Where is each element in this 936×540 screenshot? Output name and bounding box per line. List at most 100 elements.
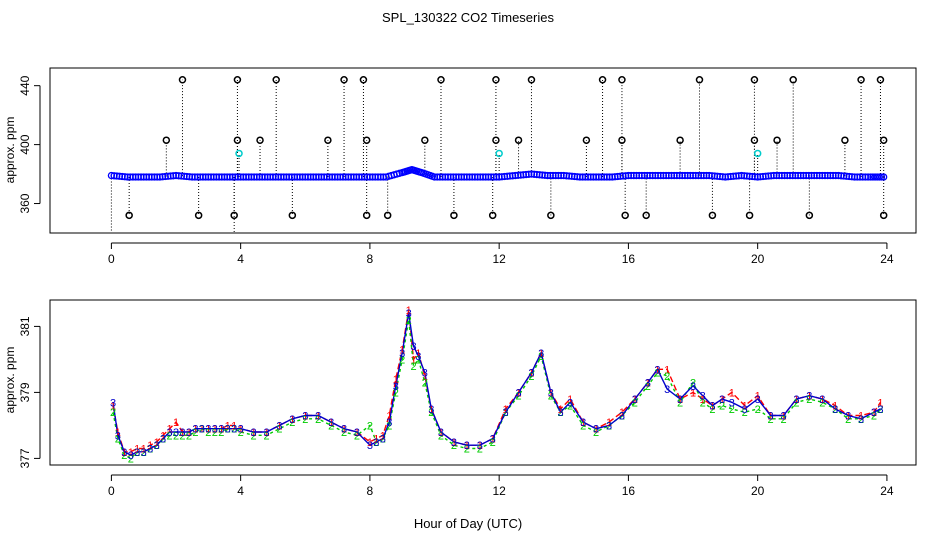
- series-2-point-label: 2: [428, 407, 434, 419]
- series-3-point-label: 3: [302, 411, 308, 423]
- series-2-point-label: 2: [700, 397, 706, 409]
- series-1-point-label: 1: [877, 397, 883, 409]
- series-1-point-label: 1: [422, 371, 428, 383]
- series-3-point-label: 3: [464, 440, 470, 452]
- upper-point: [857, 76, 865, 84]
- series-1-point-label: 1: [386, 411, 392, 423]
- series-3-point-label: 3: [557, 407, 563, 419]
- upper-point: [598, 76, 607, 84]
- top-x-axis: 0 4 8 12 16 20 24: [108, 242, 894, 266]
- series-1-point-label: 1: [793, 394, 799, 406]
- series-1-point-label: 1: [515, 387, 521, 399]
- series-2-point-label: 2: [729, 404, 735, 416]
- top-plot-frame: [49, 67, 917, 234]
- series-1-point-label: 1: [199, 424, 205, 436]
- series-3-point-label: 3: [173, 427, 179, 439]
- series-3-point-label: 3: [645, 378, 651, 390]
- series-3-point-label: 3: [515, 387, 521, 399]
- x-tick-label: 16: [622, 252, 636, 266]
- series-3-point-label: 3: [858, 414, 864, 426]
- series-1-point-label: 1: [645, 378, 651, 390]
- series-2-point-label: 2: [793, 397, 799, 409]
- series-3-point-label: 3: [415, 351, 421, 363]
- series-2-point-label: 2: [238, 427, 244, 439]
- series-2-point-label: 2: [415, 354, 421, 366]
- series-1-point-label: 1: [154, 437, 160, 449]
- series-2-point-label: 2: [606, 420, 612, 432]
- series-2-point-label: 2: [212, 427, 218, 439]
- series-3-point-label: 3: [593, 424, 599, 436]
- series-2-point-label: 2: [645, 381, 651, 393]
- mid_upper-point: [256, 136, 264, 144]
- series-2-point-label: 2: [166, 430, 172, 442]
- series-2-point-label: 2: [858, 414, 864, 426]
- series-3-line: [112, 313, 881, 456]
- bottom-y-axis-label: approx. ppm: [3, 347, 17, 414]
- series-1-point-label: 1: [477, 440, 483, 452]
- series-2-point-label: 2: [567, 401, 573, 413]
- series-1-point-label: 1: [567, 394, 573, 406]
- x-tick-label: 8: [367, 252, 374, 266]
- series-2-point-label: 2: [406, 315, 412, 327]
- series-2-point-label: 2: [225, 424, 231, 436]
- figure-title: SPL_130322 CO2 Timeseries: [382, 10, 554, 25]
- series-2-point-label: 2: [199, 424, 205, 436]
- series-3-point-label: 3: [528, 368, 534, 380]
- top-y-axis-label: approx. ppm: [3, 117, 17, 184]
- series-3-point-label: 3: [438, 427, 444, 439]
- series-1-point-label: 1: [845, 411, 851, 423]
- series-3-point-label: 3: [567, 397, 573, 409]
- top-y-axis: 360 400 440: [18, 75, 41, 214]
- mid_upper-point: [324, 136, 332, 144]
- series-1-point-label: 1: [464, 440, 470, 452]
- series-2-point-label: 2: [528, 371, 534, 383]
- series-1-point-label: 1: [664, 364, 670, 376]
- series-2-point-label: 2: [302, 414, 308, 426]
- y-tick-label: 381: [18, 316, 32, 336]
- series-2-point-label: 2: [664, 371, 670, 383]
- series-3-point-label: 3: [871, 407, 877, 419]
- series-2-point-label: 2: [380, 434, 386, 446]
- series-3-point-label: 3: [315, 411, 321, 423]
- series-1-point-label: 1: [580, 417, 586, 429]
- series-1-point-label: 1: [619, 407, 625, 419]
- series-1-point-label: 1: [231, 420, 237, 432]
- series-1-point-label: 1: [690, 387, 696, 399]
- series-2-point-label: 2: [328, 420, 334, 432]
- series-3-point-label: 3: [134, 447, 140, 459]
- series-3-point-label: 3: [709, 401, 715, 413]
- series-2-point-label: 2: [871, 411, 877, 423]
- series-2-point-label: 2: [654, 368, 660, 380]
- series-2-point-label: 2: [386, 420, 392, 432]
- series-1-point-label: 1: [147, 440, 153, 452]
- y-tick-label: 360: [18, 193, 32, 213]
- series-1-point-label: 1: [315, 411, 321, 423]
- series-2-point-label: 2: [154, 440, 160, 452]
- series-3-point-label: 3: [192, 424, 198, 436]
- series-3-point-label: 3: [729, 397, 735, 409]
- mid_alt-point: [235, 149, 243, 158]
- series-3-point-label: 3: [141, 447, 147, 459]
- series-3-point-label: 3: [755, 394, 761, 406]
- bottom-x-axis: 0 4 8 12 16 20 24: [108, 474, 894, 498]
- series-1-point-label: 1: [806, 391, 812, 403]
- series-3-point-label: 3: [238, 424, 244, 436]
- series-3-point-label: 3: [654, 364, 660, 376]
- series-3-point-label: 3: [276, 420, 282, 432]
- series-2-point-label: 2: [218, 427, 224, 439]
- series-2-point-label: 2: [110, 407, 116, 419]
- mid_upper-point: [514, 136, 523, 144]
- y-tick-label: 377: [18, 448, 32, 468]
- y-tick-label: 400: [18, 134, 32, 154]
- y-tick-label: 440: [18, 75, 32, 95]
- series-3-point-label: 3: [832, 404, 838, 416]
- series-3-point-label: 3: [147, 444, 153, 456]
- series-1-point-label: 1: [218, 424, 224, 436]
- series-1-point-label: 1: [302, 411, 308, 423]
- lower-point: [230, 211, 238, 220]
- series-3-point-label: 3: [186, 427, 192, 439]
- lower-point: [450, 211, 458, 220]
- upper-point: [789, 76, 797, 84]
- series-1-point-label: 1: [393, 374, 399, 386]
